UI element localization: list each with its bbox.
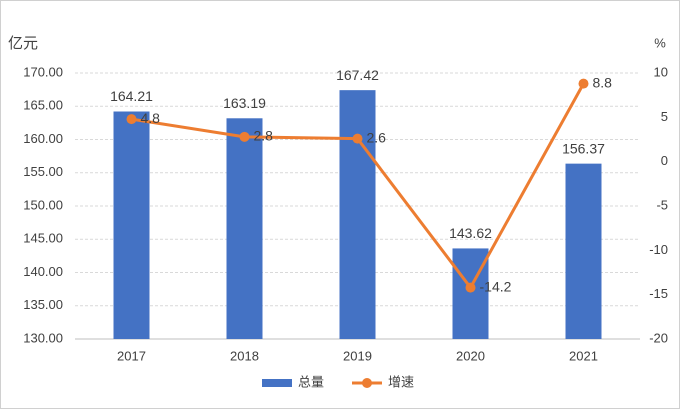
line-value-label: 2.8 bbox=[254, 128, 274, 144]
y-tick-label: 145.00 bbox=[23, 231, 63, 246]
bar bbox=[339, 90, 376, 339]
y-tick-label: 130.00 bbox=[23, 330, 63, 345]
bar-value-label: 143.62 bbox=[449, 225, 492, 241]
y-tick-label: 155.00 bbox=[23, 164, 63, 179]
bar-value-label: 164.21 bbox=[110, 88, 153, 104]
y2-tick-label: 10 bbox=[654, 64, 668, 79]
line-marker bbox=[239, 131, 250, 142]
bar-value-label: 167.42 bbox=[336, 67, 379, 83]
y2-tick-label: 5 bbox=[661, 109, 668, 124]
x-tick-label: 2021 bbox=[569, 348, 598, 363]
bar-value-label: 156.37 bbox=[562, 140, 605, 156]
y-tick-label: 160.00 bbox=[23, 131, 63, 146]
legend-swatch bbox=[362, 378, 372, 388]
line-value-label: 4.8 bbox=[141, 110, 161, 126]
y-tick-label: 140.00 bbox=[23, 264, 63, 279]
y-tick-label: 150.00 bbox=[23, 197, 63, 212]
legend-label: 增速 bbox=[388, 374, 414, 389]
line-marker bbox=[126, 114, 137, 125]
y-axis-label: 亿元 bbox=[8, 35, 38, 52]
y2-tick-label: -5 bbox=[656, 197, 668, 212]
line-value-label: 2.6 bbox=[367, 129, 387, 145]
bar bbox=[226, 118, 263, 339]
line-value-label: 8.8 bbox=[593, 74, 613, 90]
bar-value-label: 163.19 bbox=[223, 95, 266, 111]
y-tick-label: 135.00 bbox=[23, 297, 63, 312]
bar bbox=[113, 111, 150, 339]
y2-axis-label: % bbox=[654, 35, 666, 50]
bar bbox=[565, 163, 602, 339]
x-tick-label: 2017 bbox=[117, 348, 146, 363]
x-tick-label: 2019 bbox=[343, 348, 372, 363]
line-value-label: -14.2 bbox=[480, 278, 512, 294]
y2-tick-label: -10 bbox=[649, 242, 668, 257]
y-tick-label: 165.00 bbox=[23, 98, 63, 113]
legend-swatch bbox=[262, 379, 292, 387]
line-marker bbox=[578, 78, 589, 89]
y2-tick-label: -15 bbox=[649, 286, 668, 301]
y2-tick-label: 0 bbox=[661, 153, 668, 168]
line-marker bbox=[352, 133, 363, 144]
line-marker bbox=[465, 282, 476, 293]
legend-label: 总量 bbox=[298, 374, 324, 389]
y2-tick-label: -20 bbox=[649, 330, 668, 345]
x-tick-label: 2018 bbox=[230, 348, 259, 363]
y-tick-label: 170.00 bbox=[23, 64, 63, 79]
x-tick-label: 2020 bbox=[456, 348, 485, 363]
